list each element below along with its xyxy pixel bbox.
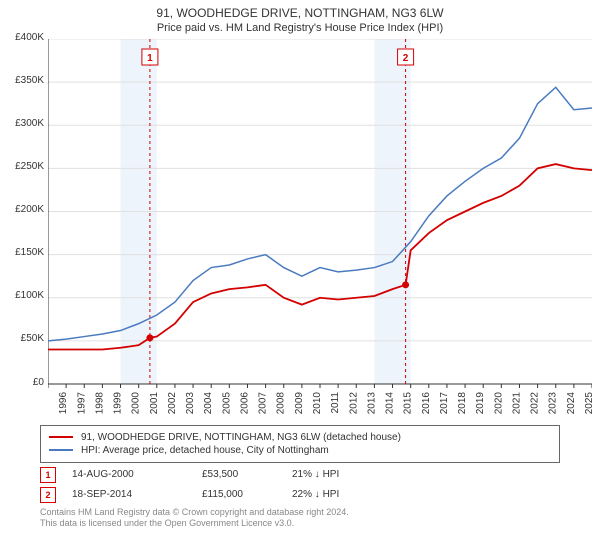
svg-text:1999: 1999 [113,391,124,414]
y-axis-label: £50K [0,333,44,344]
svg-text:1997: 1997 [76,391,87,414]
svg-text:2025: 2025 [584,391,592,414]
marker-price: £53,500 [202,469,292,480]
chart-subtitle: Price paid vs. HM Land Registry's House … [0,22,600,39]
marker-row: 1 14-AUG-2000£53,50021% ↓ HPI [40,467,560,483]
legend-box: 91, WOODHEDGE DRIVE, NOTTINGHAM, NG3 6LW… [40,425,560,463]
svg-text:2022: 2022 [530,391,541,414]
svg-text:2020: 2020 [493,391,504,414]
marker-badge: 1 [40,467,56,483]
svg-text:2018: 2018 [457,391,468,414]
svg-text:2021: 2021 [511,391,522,414]
legend-swatch [49,436,73,438]
marker-pct: 22% ↓ HPI [292,489,339,500]
chart-container: 91, WOODHEDGE DRIVE, NOTTINGHAM, NG3 6LW… [0,0,600,560]
svg-text:2013: 2013 [366,391,377,414]
y-axis-label: £400K [0,32,44,43]
svg-text:2001: 2001 [149,391,160,414]
y-axis-label: £350K [0,75,44,86]
legend-swatch [49,449,73,451]
svg-text:2: 2 [403,53,409,64]
y-axis-label: £200K [0,204,44,215]
svg-text:2002: 2002 [167,391,178,414]
marker-badge: 2 [40,487,56,503]
marker-pct: 21% ↓ HPI [292,469,339,480]
svg-text:2017: 2017 [439,391,450,414]
svg-text:2014: 2014 [385,391,396,414]
legend-row: HPI: Average price, detached house, City… [49,445,551,456]
legend-row: 91, WOODHEDGE DRIVE, NOTTINGHAM, NG3 6LW… [49,432,551,443]
svg-text:2005: 2005 [221,391,232,414]
svg-text:2008: 2008 [276,391,287,414]
marker-date: 14-AUG-2000 [72,469,202,480]
marker-row: 2 18-SEP-2014£115,00022% ↓ HPI [40,487,560,503]
y-axis-label: £250K [0,161,44,172]
marker-price: £115,000 [202,489,292,500]
marker-date: 18-SEP-2014 [72,489,202,500]
chart-title: 91, WOODHEDGE DRIVE, NOTTINGHAM, NG3 6LW [0,0,600,22]
svg-text:2015: 2015 [403,391,414,414]
svg-text:2000: 2000 [131,391,142,414]
license-text: Contains HM Land Registry data © Crown c… [40,507,560,530]
svg-text:2003: 2003 [185,391,196,414]
svg-text:2009: 2009 [294,391,305,414]
legend-label: HPI: Average price, detached house, City… [81,445,329,456]
svg-text:2012: 2012 [348,391,359,414]
svg-text:1996: 1996 [58,391,69,414]
line-chart: 1995 1996 1997 1998 1999 2000 2001 2002 2003 2004… [48,39,592,419]
svg-text:2016: 2016 [421,391,432,414]
svg-text:2019: 2019 [475,391,486,414]
marker-table: 1 14-AUG-2000£53,50021% ↓ HPI 2 18-SEP-2014… [40,467,560,503]
svg-text:2023: 2023 [548,391,559,414]
svg-text:2024: 2024 [566,391,577,414]
svg-text:1998: 1998 [94,391,105,414]
svg-text:2010: 2010 [312,391,323,414]
svg-text:1: 1 [147,53,153,64]
license-line-1: Contains HM Land Registry data © Crown c… [40,507,560,519]
svg-text:2007: 2007 [258,391,269,414]
svg-text:1995: 1995 [48,391,51,414]
legend-label: 91, WOODHEDGE DRIVE, NOTTINGHAM, NG3 6LW… [81,432,401,443]
y-axis-label: £300K [0,118,44,129]
y-axis-label: £150K [0,247,44,258]
svg-text:2004: 2004 [203,391,214,414]
svg-text:2011: 2011 [330,391,341,413]
chart-area: 1995 1996 1997 1998 1999 2000 2001 2002 2003 2004… [48,39,592,419]
y-axis-label: £0 [0,377,44,388]
y-axis-label: £100K [0,290,44,301]
license-line-2: This data is licensed under the Open Gov… [40,518,560,530]
svg-text:2006: 2006 [239,391,250,414]
